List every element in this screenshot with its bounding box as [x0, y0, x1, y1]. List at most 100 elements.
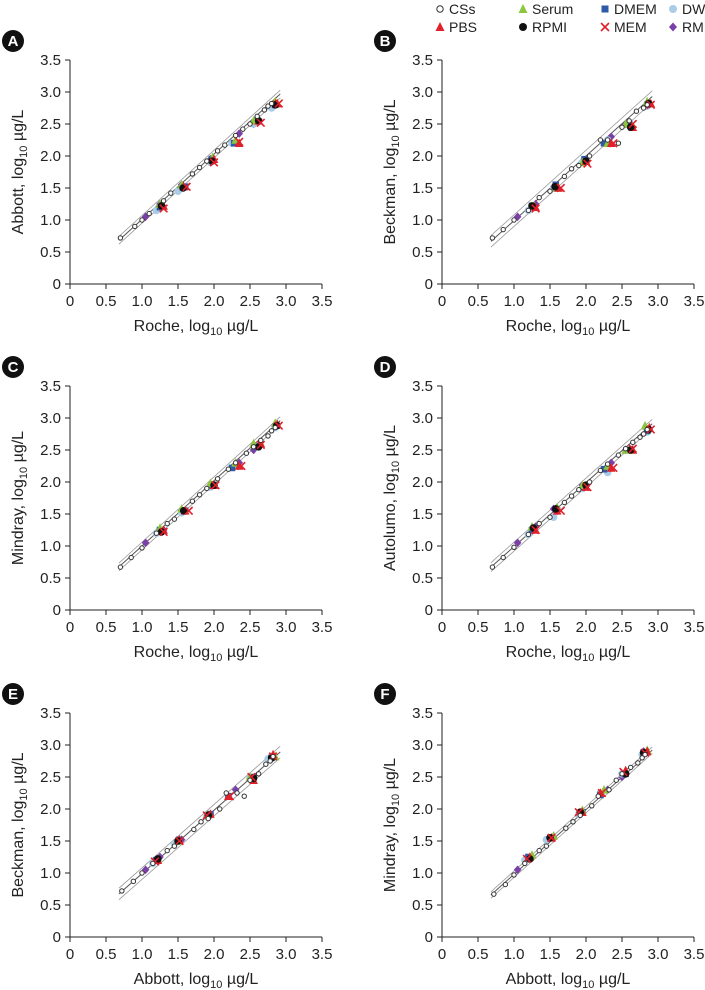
- panel-a: A 0 0.5 1.0 1.5 2.0 2.5 3.0 3.5 0 0.5 1.0 1.5 2.0 2.5 3…: [2, 30, 332, 338]
- point-mem-stroke-b: [202, 811, 212, 820]
- point-mem-stroke-b: [159, 204, 168, 213]
- point-mem-stroke-b: [531, 525, 540, 535]
- x-tick-label: 2.0: [576, 619, 597, 636]
- point-css: [196, 164, 203, 171]
- x-tick-label: 3.0: [648, 293, 669, 310]
- point-css: [604, 137, 611, 143]
- x-tick-label: 0: [438, 619, 446, 636]
- point-css: [597, 467, 604, 474]
- y-axis-title-sub: 10: [18, 146, 30, 158]
- y-tick-label: 1.5: [40, 506, 61, 523]
- y-tick-label: 3.5: [40, 378, 61, 395]
- panel-letter-circle: [2, 683, 24, 705]
- y-tick-label: 3.0: [412, 84, 433, 101]
- point-mem-stroke-b: [646, 425, 656, 434]
- y-tick-label: 3.5: [412, 52, 433, 69]
- point-css: [258, 437, 264, 444]
- x-tick-label: 0: [66, 293, 74, 310]
- x-tick-label: 0.5: [96, 619, 117, 636]
- y-axis-title-unit: µg/L: [382, 425, 399, 461]
- y-tick-label: 1.0: [40, 212, 61, 229]
- x-axis-title-main: Roche, log: [134, 318, 211, 335]
- point-css: [511, 544, 517, 550]
- y-tick-label: 3.0: [40, 410, 61, 427]
- panel-letter-a: A: [2, 30, 24, 52]
- y-tick-label: 0.5: [412, 570, 433, 587]
- x-axis-title-unit: µg/L: [222, 318, 258, 335]
- point-css: [500, 226, 506, 233]
- y-tick-label: 1.0: [412, 865, 433, 882]
- x-tick-label: 1.0: [132, 619, 153, 636]
- y-tick-label: 0.5: [412, 244, 433, 261]
- x-tick-label: 2.0: [204, 946, 225, 963]
- x-tick-label: 2.0: [204, 293, 225, 310]
- panel-d: D 0 0.5 1.0 1.5 2.0 2.5 3.0 3.5 0 0.5 1.0 1.5 2.0 2.5 3…: [374, 356, 704, 664]
- x-tick-label: 3.0: [276, 619, 297, 636]
- y-tick-label: 3.0: [412, 737, 433, 754]
- legend-item-mem: MEM: [600, 19, 647, 35]
- y-axis-title-sub: 10: [390, 135, 402, 147]
- x-tick-label: 2.5: [612, 946, 633, 963]
- x-tick-label: 1.5: [540, 293, 561, 310]
- x-tick-label: 1.0: [504, 619, 525, 636]
- point-css: [265, 433, 271, 439]
- confidence-band: [490, 418, 653, 563]
- panel-letter-text: C: [8, 359, 19, 376]
- x-axis-title: Roche, log10 µg/L: [506, 644, 631, 664]
- point-mem-stroke-b: [209, 158, 219, 167]
- y-tick-label: 2.0: [40, 801, 61, 818]
- point-mem-stroke-b: [182, 182, 192, 192]
- point-css: [568, 166, 575, 172]
- point-mem-stroke-b: [225, 791, 235, 801]
- panel-letter-text: B: [380, 33, 391, 50]
- x-axis-title: Abbott, log10 µg/L: [506, 971, 631, 990]
- point-mem: [628, 444, 638, 454]
- panel-letter-c: C: [2, 356, 24, 378]
- x-tick-label: 1.5: [168, 619, 189, 636]
- point-mem: [556, 506, 566, 516]
- panel-letter-text: F: [380, 686, 389, 703]
- x-axis-title-main: Roche, log: [134, 644, 211, 661]
- legend-item-css: CSs: [436, 1, 475, 17]
- legend-marker-css: [436, 5, 444, 13]
- point-css: [511, 872, 517, 878]
- x-tick-label: 0: [66, 619, 74, 636]
- panel-letter-b: B: [374, 30, 396, 52]
- point-css: [146, 210, 152, 217]
- point-css: [615, 452, 622, 458]
- x-tick-label: 1.5: [168, 293, 189, 310]
- point-css: [225, 466, 232, 472]
- point-css: [117, 564, 124, 570]
- point-css: [247, 777, 253, 783]
- point-css: [489, 235, 496, 241]
- x-tick-label: 2.5: [240, 946, 261, 963]
- point-css: [189, 171, 196, 177]
- point-mem: [583, 159, 592, 169]
- y-tick-label: 0.5: [412, 897, 433, 914]
- point-rpmi: [174, 837, 182, 845]
- point-mem-stroke-b: [256, 118, 266, 128]
- point-css: [604, 461, 611, 467]
- x-tick-label: 2.5: [612, 293, 633, 310]
- point-css: [191, 826, 197, 833]
- y-axis-title: Abbott, log10 µg/L: [10, 110, 30, 235]
- data-points: [489, 96, 656, 241]
- point-css: [117, 235, 124, 241]
- y-tick-label: 2.5: [40, 116, 61, 133]
- point-css: [132, 223, 138, 230]
- point-css: [502, 881, 509, 888]
- point-rm: [235, 129, 243, 138]
- data-points: [119, 749, 280, 894]
- y-tick-label: 0: [425, 602, 433, 619]
- point-css: [536, 520, 542, 527]
- point-css: [267, 758, 273, 764]
- point-css: [150, 860, 156, 867]
- point-css: [640, 105, 647, 111]
- legend-marker-serum: [518, 4, 528, 13]
- y-tick-label: 1.0: [40, 538, 61, 555]
- point-mem: [175, 836, 184, 846]
- panel-f: F 0 0.5 1.0 1.5 2.0 2.5 3.0 3.5 0 0.5 1.0 1.5 2.0 2.5 3…: [374, 683, 704, 990]
- y-axis-title: Beckman, log10 µg/L: [10, 752, 30, 897]
- point-rm: [141, 538, 150, 548]
- y-tick-label: 0: [53, 602, 61, 619]
